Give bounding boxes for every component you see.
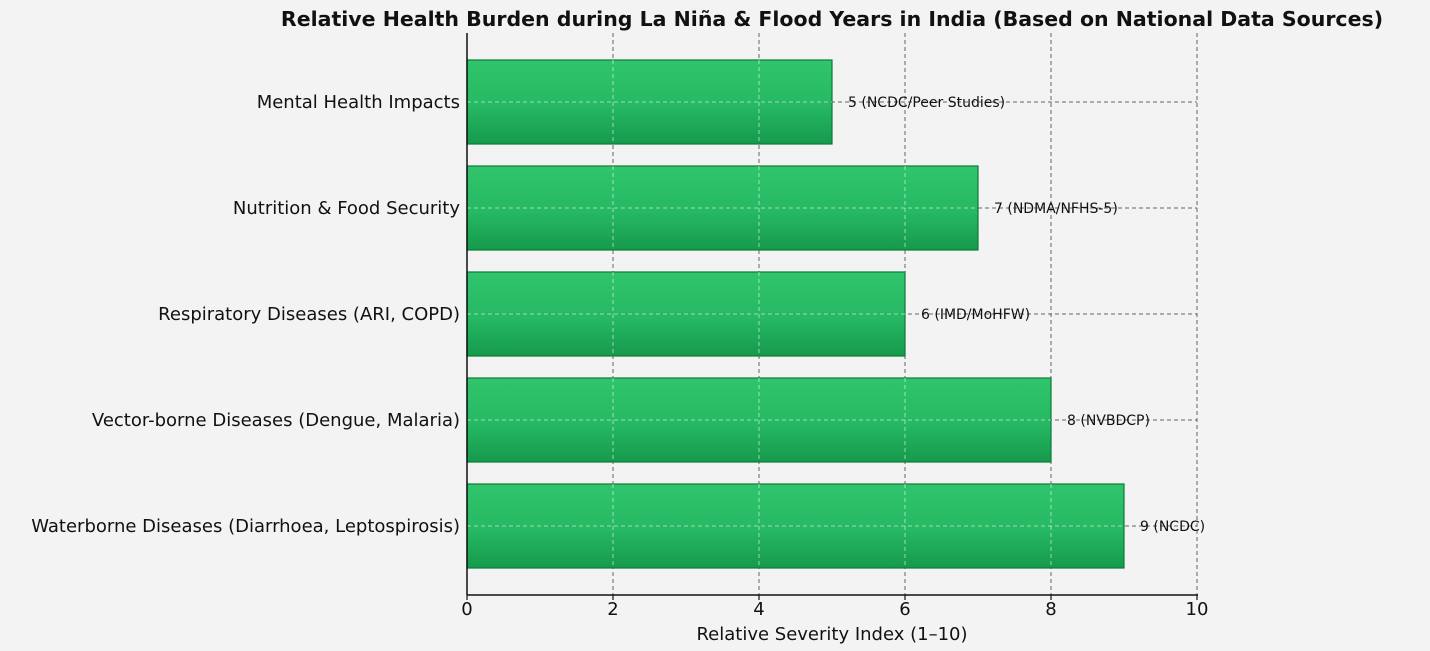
category-label: Waterborne Diseases (Diarrhoea, Leptospi… <box>31 516 460 537</box>
x-tick-label: 2 <box>607 599 618 620</box>
category-label: Vector-borne Diseases (Dengue, Malaria) <box>92 410 460 431</box>
data-label: 9 (NCDC) <box>1140 519 1205 535</box>
x-tick-label: 8 <box>1045 599 1056 620</box>
category-label: Mental Health Impacts <box>257 92 460 113</box>
data-label: 6 (IMD/MoHFW) <box>921 307 1030 323</box>
x-axis-title: Relative Severity Index (1–10) <box>696 624 967 645</box>
axes <box>466 33 1198 600</box>
data-label: 5 (NCDC/Peer Studies) <box>848 95 1005 111</box>
value-labels: 9 (NCDC) 8 (NVBDCP) 6 (IMD/MoHFW) 7 (NDMA/N… <box>848 95 1205 535</box>
data-label: 8 (NVBDCP) <box>1067 413 1150 429</box>
x-tick-label: 0 <box>461 599 472 620</box>
category-label: Nutrition & Food Security <box>233 198 460 219</box>
category-label: Respiratory Diseases (ARI, COPD) <box>158 304 460 325</box>
data-label: 7 (NDMA/NFHS-5) <box>994 201 1118 217</box>
category-labels: Waterborne Diseases (Diarrhoea, Leptospi… <box>31 92 460 537</box>
x-tick-label: 6 <box>899 599 910 620</box>
chart-title: Relative Health Burden during La Niña & … <box>281 7 1383 31</box>
bars <box>466 59 1125 569</box>
x-tick-label: 4 <box>753 599 764 620</box>
x-tick-labels: 0 2 4 6 8 10 <box>461 599 1208 620</box>
x-tick-label: 10 <box>1186 599 1209 620</box>
